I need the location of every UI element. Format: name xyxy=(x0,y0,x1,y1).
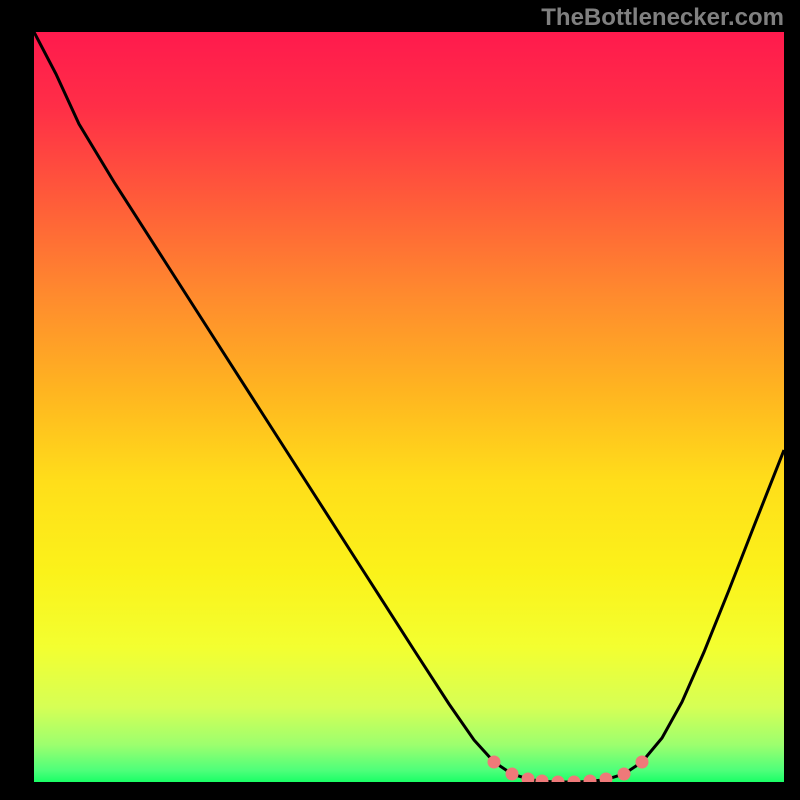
curve-marker xyxy=(584,775,596,782)
curve-marker xyxy=(488,756,500,768)
curve-marker xyxy=(522,773,534,782)
watermark-text: TheBottlenecker.com xyxy=(541,4,784,32)
curve-marker xyxy=(636,756,648,768)
curve-marker xyxy=(506,768,518,780)
curve-marker xyxy=(618,768,630,780)
curve-marker xyxy=(536,775,548,782)
bottleneck-chart xyxy=(34,32,784,782)
plot-area xyxy=(34,32,784,782)
curve-marker xyxy=(600,773,612,782)
chart-background xyxy=(34,32,784,782)
